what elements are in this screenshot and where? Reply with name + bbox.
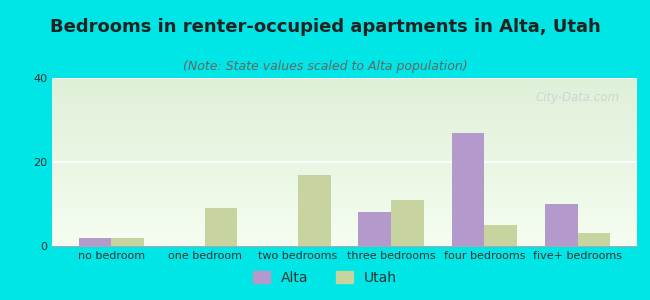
Bar — [391, 200, 424, 246]
Text: City-Data.com: City-Data.com — [536, 92, 619, 104]
Bar — [111, 238, 144, 246]
Legend: Alta, Utah: Alta, Utah — [248, 265, 402, 290]
Bar — [578, 233, 610, 246]
Text: Bedrooms in renter-occupied apartments in Alta, Utah: Bedrooms in renter-occupied apartments i… — [49, 18, 601, 36]
Bar — [79, 238, 111, 246]
Bar — [452, 133, 484, 246]
Bar — [484, 225, 517, 246]
Bar — [545, 204, 578, 246]
Bar — [359, 212, 391, 246]
Text: (Note: State values scaled to Alta population): (Note: State values scaled to Alta popul… — [183, 60, 467, 73]
Bar — [205, 208, 237, 246]
Bar — [298, 175, 330, 246]
